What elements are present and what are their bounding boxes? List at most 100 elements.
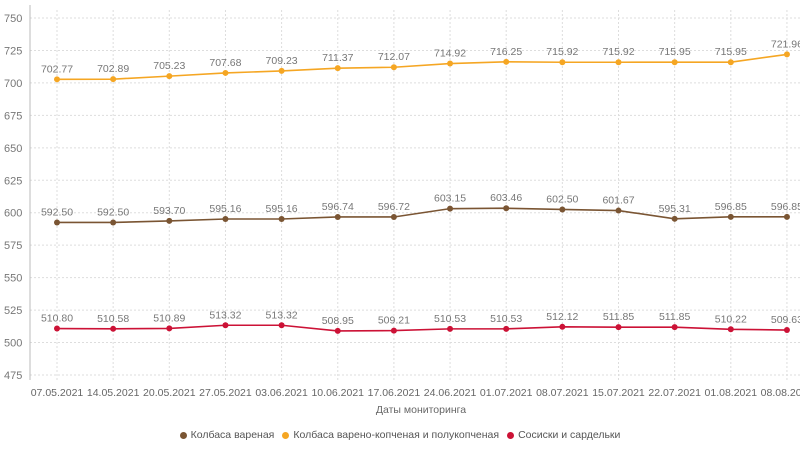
data-point [503,58,510,65]
legend-marker-icon [282,431,290,439]
legend-item[interactable]: Колбаса варено-копченая и полукопченая [282,429,499,441]
data-point [447,325,454,332]
series-line-0 [57,207,787,224]
x-tick-label: 07.05.2021 [31,387,84,399]
data-label: 513.32 [266,309,298,321]
data-label: 603.15 [434,193,466,205]
data-point [110,325,117,332]
series-line-2 [56,324,787,332]
y-tick-label: 475 [4,370,22,382]
data-point [615,207,622,214]
data-point [278,216,285,223]
data-label: 510.89 [153,312,185,324]
data-label: 511.85 [603,311,634,323]
data-label: 596.85 [771,201,800,213]
x-tick-label: 20.05.2021 [143,387,196,399]
x-tick-label: 22.07.2021 [648,387,701,399]
data-label: 512.12 [546,311,578,323]
data-label: 592.50 [41,206,73,218]
y-tick-label: 675 [4,110,22,122]
data-label: 596.85 [715,201,747,213]
y-tick-label: 750 [4,13,22,25]
data-label: 715.92 [602,46,634,58]
data-point [166,325,173,332]
data-label: 712.07 [378,51,410,63]
data-label: 596.72 [378,201,410,213]
data-point [278,322,285,329]
data-label: 602.50 [546,193,578,205]
data-point [334,213,341,220]
data-point [334,65,341,72]
x-tick-label: 24.06.2021 [424,387,477,399]
y-tick-label: 725 [4,45,22,57]
legend-item[interactable]: Сосиски и сардельки [507,429,620,441]
x-tick-label: 01.07.2021 [480,387,533,399]
data-label: 592.50 [97,206,129,218]
x-tick-label: 08.08.2021 [761,387,800,399]
data-point [671,324,678,331]
data-point [559,206,566,213]
data-point [390,64,397,71]
data-label: 603.46 [490,192,522,204]
y-tick-label: 700 [4,78,22,90]
data-label: 702.77 [41,63,73,75]
data-point [334,327,341,334]
y-tick-label: 650 [4,143,22,155]
data-point [447,205,454,212]
data-label: 508.95 [322,315,354,327]
data-label: 709.23 [266,55,298,67]
data-label: 510.53 [434,313,466,325]
data-point [222,69,229,76]
x-tick-label: 27.05.2021 [199,387,252,399]
legend-label: Сосиски и сардельки [518,429,621,441]
data-label: 715.92 [546,46,578,58]
data-point [110,219,117,226]
x-tick-label: 10.06.2021 [311,387,364,399]
data-point [615,324,622,331]
data-label: 715.95 [659,46,691,58]
data-point [54,219,60,226]
x-tick-label: 15.07.2021 [592,387,645,399]
data-point [390,327,397,334]
x-axis-title: Даты мониторинга [376,404,466,416]
data-label: 595.16 [209,203,241,215]
data-point [390,213,397,220]
data-point [727,213,734,220]
data-label: 714.92 [434,48,466,60]
data-point [110,76,117,83]
data-label: 510.53 [490,313,522,325]
data-label: 715.95 [715,46,747,58]
data-label: 593.70 [153,205,185,217]
x-tick-label: 14.05.2021 [87,387,140,399]
data-point [671,215,678,222]
data-point [783,213,790,220]
data-label: 513.32 [209,309,241,321]
data-point [615,59,622,66]
y-tick-label: 575 [4,240,22,252]
data-point [559,323,566,330]
legend-label: Колбаса варено-копченая и полукопченая [293,429,500,441]
data-point [503,325,510,332]
data-label: 721.96 [771,38,800,50]
series-line-1 [56,53,788,81]
x-tick-label: 17.06.2021 [368,387,421,399]
data-label: 716.25 [490,46,522,58]
data-point [671,59,678,66]
y-tick-label: 500 [4,338,22,350]
line-chart: 475 500 525 550 575 600 625 650 675 700 725 750 07.0… [4,5,800,416]
data-point [54,325,60,332]
data-point [222,216,229,223]
data-label: 510.22 [715,313,747,325]
data-point [783,327,790,334]
legend-label: Колбаса вареная [190,429,275,441]
data-point [222,322,229,329]
legend-marker-icon [179,431,187,439]
data-label: 509.21 [378,315,410,327]
legend-item[interactable]: Колбаса вареная [179,429,275,441]
data-label: 511.85 [659,311,690,323]
data-point [166,73,173,80]
data-label: 510.58 [97,313,129,325]
data-point [783,51,790,58]
data-label: 596.74 [322,201,354,213]
